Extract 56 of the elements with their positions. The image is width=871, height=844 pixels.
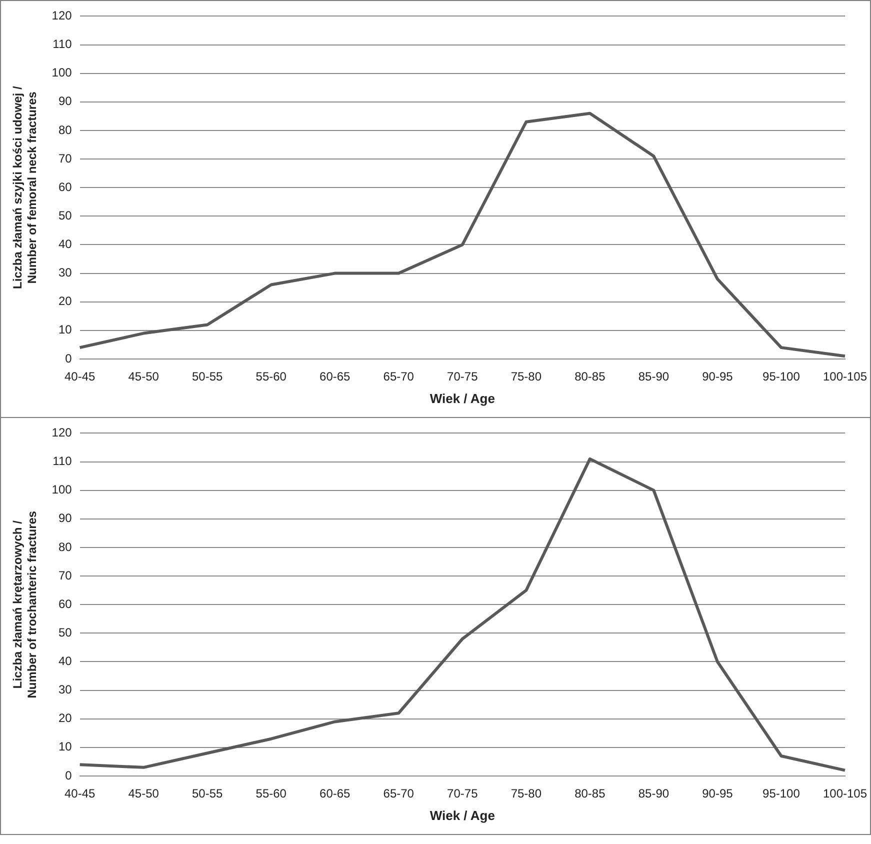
x-tick-label: 100-105 xyxy=(822,370,868,384)
y-tick-label: 90 xyxy=(58,94,72,108)
y-tick-label: 60 xyxy=(58,596,72,611)
x-axis-title: Wiek / Age xyxy=(430,390,495,406)
x-tick-label: 75-80 xyxy=(510,786,542,801)
y-tick-label: 80 xyxy=(58,122,72,137)
y-tick-label: 70 xyxy=(58,568,72,582)
y-tick-label: 50 xyxy=(58,625,72,640)
x-tick-label: 95-100 xyxy=(762,370,800,384)
y-tick-label: 70 xyxy=(58,151,72,166)
x-axis-title: Wiek / Age xyxy=(430,808,495,823)
y-tick-label: 10 xyxy=(58,740,72,754)
y-tick-label: 20 xyxy=(58,294,72,308)
x-tick-label: 70-75 xyxy=(447,786,478,801)
y-tick-label: 10 xyxy=(58,322,72,337)
y-tick-label: 40 xyxy=(58,654,72,668)
x-tick-label: 45-50 xyxy=(128,370,160,384)
y-tick-label: 60 xyxy=(58,180,72,194)
x-tick-label: 85-90 xyxy=(638,370,670,384)
x-tick-label: 65-70 xyxy=(383,786,414,801)
y-tick-label: 120 xyxy=(52,426,72,440)
x-tick-label: 75-80 xyxy=(510,370,542,384)
x-tick-label: 90-95 xyxy=(702,370,734,384)
x-tick-label: 50-55 xyxy=(192,786,224,801)
x-tick-label: 40-45 xyxy=(64,370,96,384)
y-tick-label: 110 xyxy=(52,37,72,52)
y-tick-label: 40 xyxy=(58,237,72,252)
y-axis-title: Liczba złamań krętarzowych / Number of trochanteric fractures xyxy=(10,510,39,698)
y-tick-label: 20 xyxy=(58,711,72,726)
x-tick-label: 45-50 xyxy=(128,786,160,801)
y-tick-label: 30 xyxy=(58,682,72,697)
y-tick-label: 90 xyxy=(58,511,72,526)
x-tick-label: 40-45 xyxy=(64,786,96,801)
x-tick-label: 100-105 xyxy=(822,786,868,801)
y-tick-label: 0 xyxy=(65,768,72,782)
x-tick-label: 85-90 xyxy=(638,786,670,801)
y-tick-label: 80 xyxy=(58,540,72,554)
y-tick-label: 100 xyxy=(52,66,72,80)
y-tick-label: 50 xyxy=(58,208,72,222)
y-axis-title: Liczba złamań szyjki kości udowej / Number of femoral neck fractures xyxy=(10,86,39,289)
x-tick-label: 80-85 xyxy=(574,786,606,801)
x-tick-label: 60-65 xyxy=(320,786,351,801)
x-tick-label: 50-55 xyxy=(192,370,224,384)
x-tick-label: 65-70 xyxy=(383,370,414,384)
y-tick-label: 110 xyxy=(52,454,72,468)
y-tick-label: 100 xyxy=(52,482,72,497)
x-tick-label: 55-60 xyxy=(256,370,287,384)
x-tick-label: 90-95 xyxy=(702,786,734,801)
x-tick-label: 70-75 xyxy=(447,370,478,384)
x-tick-label: 95-100 xyxy=(762,786,800,801)
y-tick-label: 0 xyxy=(65,351,72,366)
x-tick-label: 80-85 xyxy=(574,370,606,384)
y-tick-label: 30 xyxy=(58,266,72,280)
y-tick-label: 120 xyxy=(52,8,72,23)
x-tick-label: 55-60 xyxy=(256,786,287,801)
x-tick-label: 60-65 xyxy=(320,370,351,384)
